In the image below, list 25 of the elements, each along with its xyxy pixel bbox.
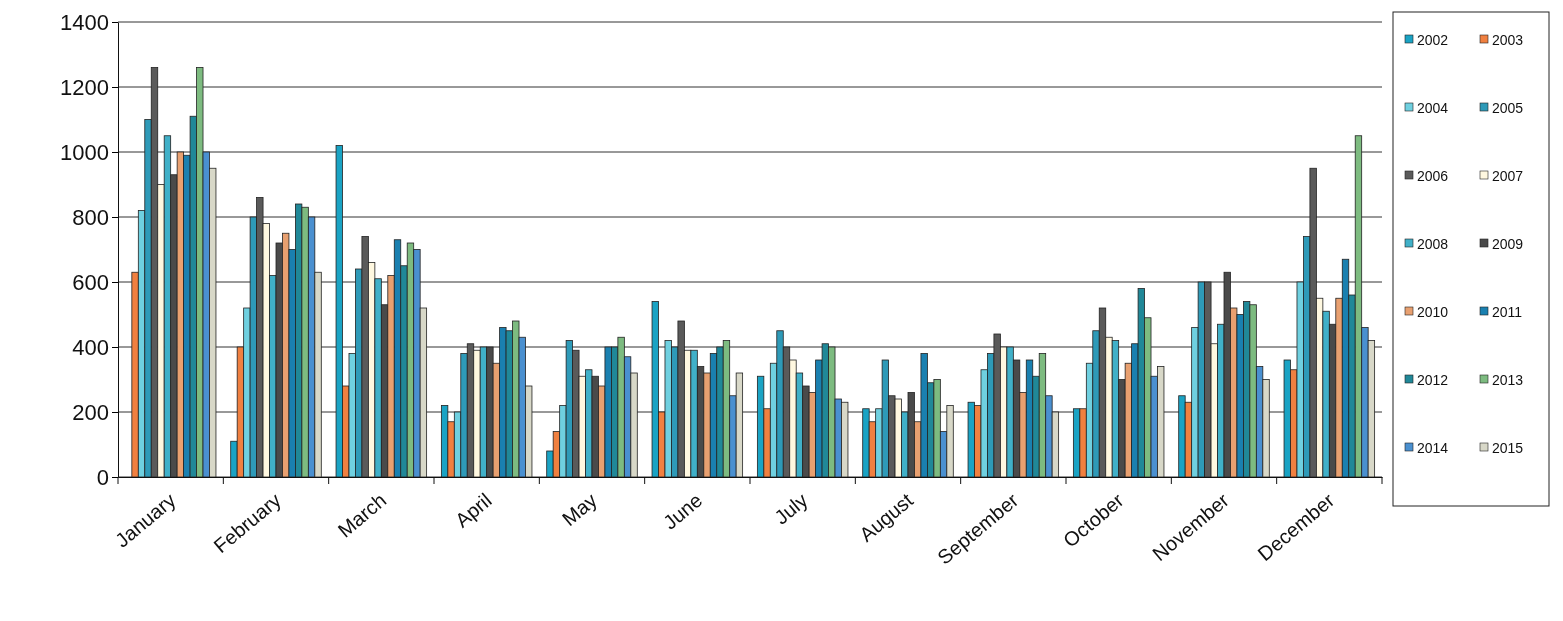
legend-label: 2007 bbox=[1492, 167, 1524, 184]
y-tick-label: 800 bbox=[72, 204, 109, 230]
y-tick-label: 1200 bbox=[60, 74, 109, 100]
legend-label: 2011 bbox=[1492, 303, 1523, 320]
y-tick-label: 1400 bbox=[60, 9, 109, 35]
x-tick-label: June bbox=[658, 488, 707, 534]
legend-label: 2008 bbox=[1417, 235, 1449, 252]
legend-label: 2014 bbox=[1417, 439, 1449, 456]
legend-label: 2010 bbox=[1417, 303, 1449, 320]
legend-label: 2002 bbox=[1417, 31, 1449, 48]
legend-label: 2015 bbox=[1492, 439, 1524, 456]
y-tick-label: 0 bbox=[96, 464, 109, 490]
x-tick-label: May bbox=[557, 488, 601, 531]
legend-label: 2012 bbox=[1417, 371, 1449, 388]
legend-label: 2009 bbox=[1492, 235, 1524, 252]
y-tick-label: 200 bbox=[72, 399, 109, 425]
legend-label: 2005 bbox=[1492, 99, 1524, 116]
legend-label: 2003 bbox=[1492, 31, 1524, 48]
y-tick-label: 600 bbox=[72, 269, 109, 295]
legend-label: 2013 bbox=[1492, 371, 1524, 388]
x-tick-label: July bbox=[770, 488, 812, 529]
y-tick-label: 400 bbox=[72, 334, 109, 360]
y-tick-label: 1000 bbox=[60, 139, 109, 165]
legend-label: 2004 bbox=[1417, 99, 1449, 116]
legend-label: 2006 bbox=[1417, 167, 1449, 184]
